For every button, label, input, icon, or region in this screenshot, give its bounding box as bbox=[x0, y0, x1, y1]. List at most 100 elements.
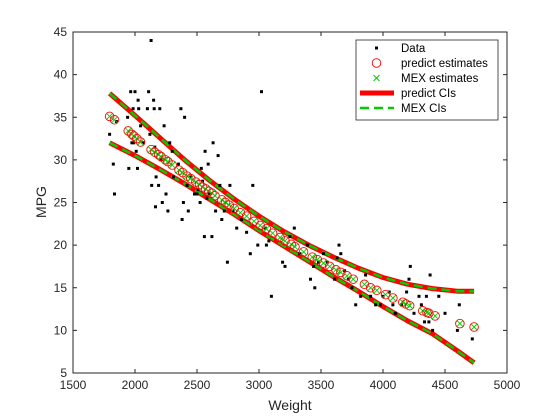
mex-estimate-point bbox=[225, 201, 233, 209]
data-point bbox=[292, 226, 296, 230]
data-point bbox=[260, 90, 263, 94]
mex-estimate-point bbox=[269, 229, 276, 237]
data-point bbox=[364, 273, 368, 277]
data-point bbox=[235, 226, 239, 230]
data-point bbox=[393, 311, 397, 315]
predict-estimate-point bbox=[469, 322, 479, 332]
data-point bbox=[113, 192, 116, 196]
predict-estimate-point bbox=[224, 200, 234, 210]
data-point bbox=[313, 286, 317, 290]
predict-estimate-point bbox=[129, 131, 139, 141]
data-point bbox=[248, 252, 252, 256]
y-tick-label: 20 bbox=[54, 238, 68, 252]
predict-estimate-point bbox=[388, 293, 398, 303]
predict-estimate-point bbox=[312, 254, 323, 265]
mex-estimate-point bbox=[382, 291, 389, 298]
data-point bbox=[354, 303, 358, 307]
x-axis-label: Weight bbox=[268, 397, 311, 413]
data-point bbox=[157, 183, 161, 187]
mex-estimate-point bbox=[291, 243, 299, 251]
data-point bbox=[166, 209, 170, 213]
predict-estimate-point bbox=[167, 160, 177, 170]
legend-entry-predict-cis: predict CIs bbox=[360, 88, 456, 100]
data-point bbox=[437, 294, 441, 298]
data-point bbox=[196, 188, 200, 192]
data-point bbox=[374, 303, 378, 307]
data-point bbox=[405, 290, 409, 294]
legend-x-marker bbox=[373, 74, 380, 82]
data-point bbox=[168, 141, 172, 145]
data-point bbox=[359, 294, 363, 298]
data-point bbox=[256, 243, 260, 247]
data-point bbox=[288, 235, 292, 239]
data-point bbox=[305, 243, 309, 247]
x-tick-label: 3500 bbox=[308, 378, 335, 392]
data-point bbox=[427, 320, 431, 324]
mex-estimate-point bbox=[263, 225, 270, 233]
data-point bbox=[181, 201, 185, 204]
x-tick-label: 5000 bbox=[494, 378, 521, 392]
predict-estimate-point bbox=[241, 211, 252, 221]
predict-estimate-point bbox=[235, 207, 246, 218]
data-point bbox=[160, 201, 164, 204]
data-point bbox=[136, 98, 140, 102]
data-point bbox=[154, 205, 157, 209]
data-point bbox=[214, 209, 218, 213]
y-tick-label: 15 bbox=[54, 281, 68, 295]
y-tick-label: 40 bbox=[54, 68, 68, 82]
data-point bbox=[423, 320, 426, 324]
data-point bbox=[149, 39, 153, 42]
data-point bbox=[470, 337, 474, 341]
data-point bbox=[129, 90, 133, 94]
data-point bbox=[369, 294, 373, 298]
data-point bbox=[198, 201, 202, 204]
data-point bbox=[222, 209, 226, 213]
mex-ci-line-upper bbox=[108, 92, 475, 293]
x-tick-label: 2000 bbox=[122, 378, 149, 392]
data-point bbox=[412, 311, 416, 315]
data-point bbox=[150, 183, 154, 187]
data-point bbox=[428, 273, 432, 277]
data-point bbox=[417, 294, 421, 298]
data-point bbox=[216, 154, 220, 158]
predict-estimate-point bbox=[348, 274, 358, 284]
legend-box bbox=[355, 39, 499, 121]
predict-estimate-point bbox=[318, 258, 329, 268]
mex-estimate-point bbox=[300, 248, 307, 256]
data-point bbox=[137, 107, 141, 111]
predict-estimate-point bbox=[342, 271, 352, 281]
data-point bbox=[179, 107, 183, 111]
plot-area bbox=[104, 39, 479, 365]
data-point bbox=[309, 277, 312, 281]
predict-estimate-point bbox=[290, 242, 300, 252]
data-point bbox=[220, 218, 224, 221]
mex-estimate-point bbox=[111, 116, 118, 124]
y-tick-label: 45 bbox=[54, 25, 68, 39]
data-point bbox=[322, 252, 325, 256]
y-tick-label: 10 bbox=[54, 323, 68, 337]
predict-estimate-point bbox=[275, 232, 285, 243]
data-point bbox=[457, 303, 461, 307]
mex-estimate-point bbox=[168, 161, 176, 169]
data-point bbox=[339, 252, 343, 256]
data-point bbox=[207, 192, 211, 196]
data-point bbox=[127, 166, 131, 170]
data-point bbox=[176, 162, 180, 166]
data-point bbox=[218, 183, 222, 187]
y-tick-label: 30 bbox=[54, 153, 68, 167]
data-point bbox=[170, 149, 174, 153]
mex-estimate-point bbox=[243, 212, 250, 220]
data-point bbox=[337, 243, 341, 247]
data-point bbox=[154, 175, 158, 179]
data-point bbox=[206, 162, 210, 166]
predict-estimate-point bbox=[455, 318, 465, 329]
data-point bbox=[407, 277, 411, 281]
predict-estimate-point bbox=[359, 279, 370, 290]
data-point bbox=[455, 328, 459, 332]
data-point bbox=[251, 183, 255, 187]
predict-estimate-point bbox=[109, 115, 120, 125]
legend-point-marker bbox=[375, 46, 378, 50]
legend-label-mex-estimates: MEX estimates bbox=[401, 73, 479, 85]
mex-estimate-point bbox=[431, 312, 439, 320]
